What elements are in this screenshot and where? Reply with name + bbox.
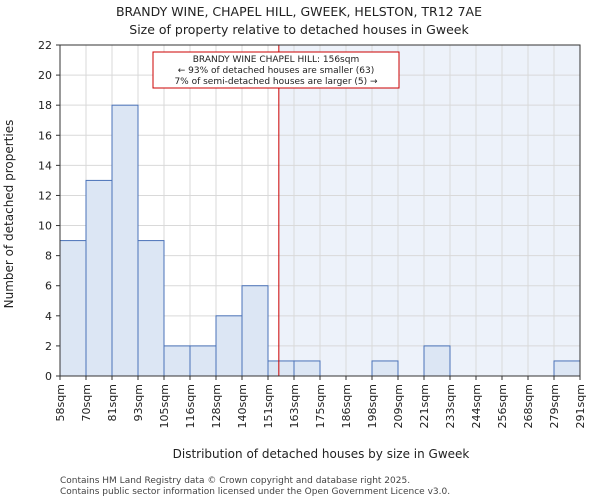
annotation-line-2: ← 93% of detached houses are smaller (63…	[178, 66, 375, 76]
x-tick-label: 279sqm	[548, 384, 561, 428]
footer-line-1: Contains HM Land Registry data © Crown c…	[60, 476, 410, 486]
y-tick-label: 8	[45, 250, 52, 263]
x-tick-label: 140sqm	[236, 384, 249, 428]
bars	[59, 104, 581, 377]
x-tick-label: 233sqm	[444, 384, 457, 428]
bar	[371, 360, 399, 377]
x-tick-label: 244sqm	[470, 384, 483, 428]
x-tick-label: 291sqm	[574, 384, 587, 428]
x-tick-label: 198sqm	[366, 384, 379, 428]
bar	[85, 179, 113, 377]
x-tick-label: 93sqm	[132, 384, 145, 421]
x-tick-label: 70sqm	[80, 384, 93, 421]
annotation-line-1: BRANDY WINE CHAPEL HILL: 156sqm	[193, 55, 359, 65]
y-tick-label: 10	[38, 220, 52, 233]
x-tick-label: 256sqm	[496, 384, 509, 428]
y-tick-label: 20	[38, 69, 52, 82]
x-tick-label: 163sqm	[288, 384, 301, 428]
annotation-box: BRANDY WINE CHAPEL HILL: 156sqm ← 93% of…	[152, 51, 400, 89]
bar	[423, 345, 451, 377]
y-tick-label: 14	[38, 159, 52, 172]
y-tick-label: 12	[38, 189, 52, 202]
y-tick-label: 4	[45, 310, 52, 323]
x-tick-label: 175sqm	[314, 384, 327, 428]
bar	[241, 285, 269, 377]
bar	[189, 345, 217, 377]
bar	[137, 240, 165, 377]
x-ticks: 58sqm 70sqm 81sqm 93sqm 105sqm 116sqm 128sqm 14…	[54, 376, 587, 428]
bar	[215, 315, 243, 377]
y-tick-label: 2	[45, 340, 52, 353]
y-tick-label: 6	[45, 280, 52, 293]
x-tick-label: 116sqm	[184, 384, 197, 428]
bar	[267, 360, 295, 377]
y-tick-label: 18	[38, 99, 52, 112]
y-tick-label: 0	[45, 370, 52, 383]
x-tick-label: 209sqm	[392, 384, 405, 428]
x-tick-label: 221sqm	[418, 384, 431, 428]
chart-title: BRANDY WINE, CHAPEL HILL, GWEEK, HELSTON…	[116, 4, 482, 19]
y-ticks: 0 2 4 6 8 10 12 14 16 18 20 22	[38, 39, 60, 383]
highlight-region	[278, 45, 580, 376]
x-tick-label: 105sqm	[158, 384, 171, 428]
x-tick-label: 81sqm	[106, 384, 119, 421]
x-tick-label: 58sqm	[54, 384, 67, 421]
x-tick-label: 268sqm	[522, 384, 535, 428]
bar	[111, 104, 139, 377]
x-tick-label: 186sqm	[340, 384, 353, 428]
chart-subtitle: Size of property relative to detached ho…	[129, 22, 469, 37]
bar	[293, 360, 321, 377]
y-tick-label: 16	[38, 129, 52, 142]
footer-line-2: Contains public sector information licen…	[60, 487, 450, 497]
x-axis-label: Distribution of detached houses by size …	[173, 447, 470, 461]
bar	[553, 360, 581, 377]
bar	[163, 345, 191, 377]
y-axis-label: Number of detached properties	[2, 120, 16, 309]
x-tick-label: 128sqm	[210, 384, 223, 428]
x-tick-label: 151sqm	[262, 384, 275, 428]
annotation-line-3: 7% of semi-detached houses are larger (5…	[174, 77, 378, 87]
annotation-border	[152, 51, 400, 89]
bar	[59, 240, 87, 377]
y-tick-label: 22	[38, 39, 52, 52]
